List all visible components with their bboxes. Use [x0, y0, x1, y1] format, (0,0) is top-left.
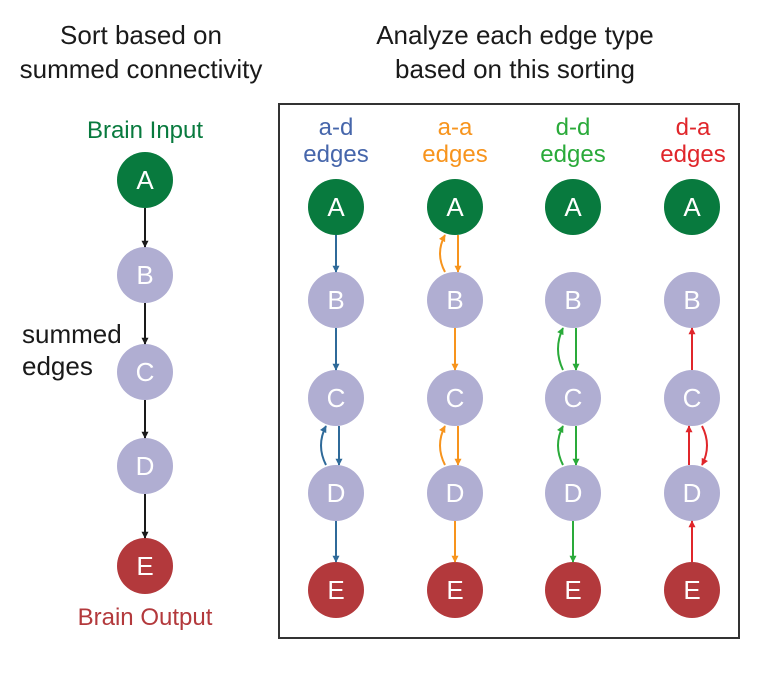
a-a-node-c-label: C — [446, 383, 465, 413]
d-d-node-e-label: E — [564, 575, 581, 605]
d-a-node-b — [664, 272, 720, 328]
a-d-node-a-label: A — [327, 192, 345, 222]
a-a-node-e-label: E — [446, 575, 463, 605]
column-header-a-a-line1: a-a — [437, 114, 473, 141]
column-header-d-a: d-a edges — [643, 114, 743, 168]
d-a-node-a — [664, 179, 720, 235]
summed-node-a — [117, 152, 173, 208]
d-d-edge-d-c — [557, 425, 564, 466]
a-a-node-a — [427, 179, 483, 235]
d-d-node-b-label: B — [564, 285, 581, 315]
d-a-node-d — [664, 465, 720, 521]
d-d-node-d-label: D — [564, 478, 583, 508]
a-d-edge-d-c — [320, 425, 327, 466]
edge-types-panel — [278, 103, 740, 639]
column-header-a-d-line1: a-d — [318, 114, 354, 141]
summed-node-c — [117, 344, 173, 400]
d-d-node-b — [545, 272, 601, 328]
d-d-node-d — [545, 465, 601, 521]
a-d-node-a — [308, 179, 364, 235]
summed-edges-label: summed edges — [22, 318, 122, 382]
a-d-node-b — [308, 272, 364, 328]
summed-node-d-label: D — [136, 451, 155, 481]
column-header-a-a: a-a edges — [405, 114, 505, 168]
d-d-node-c — [545, 370, 601, 426]
d-a-edge-c-d — [701, 425, 708, 466]
a-a-node-b-label: B — [446, 285, 463, 315]
column-header-a-d: a-d edges — [286, 114, 386, 168]
d-d-edge-c-b — [557, 327, 564, 371]
d-d-node-c-label: C — [564, 383, 583, 413]
summed-node-d — [117, 438, 173, 494]
d-a-node-e — [664, 562, 720, 618]
d-d-node-e — [545, 562, 601, 618]
a-a-node-b — [427, 272, 483, 328]
right-header-line2: based on this sorting — [395, 54, 635, 84]
d-a-node-d-label: D — [683, 478, 702, 508]
summed-node-b — [117, 247, 173, 303]
left-header-line1: Sort based on — [60, 20, 222, 50]
a-d-node-b-label: B — [327, 285, 344, 315]
right-header-line1: Analyze each edge type — [376, 20, 654, 50]
d-d-node-a — [545, 179, 601, 235]
summed-node-c-label: C — [136, 357, 155, 387]
a-a-node-e — [427, 562, 483, 618]
d-a-node-b-label: B — [683, 285, 700, 315]
brain-input-label: Brain Input — [86, 117, 204, 144]
summed-node-a-label: A — [136, 165, 154, 195]
column-header-d-a-line1: d-a — [675, 114, 711, 141]
column-header-d-d-line1: d-d — [555, 114, 591, 141]
d-a-node-c-label: C — [683, 383, 702, 413]
brain-output-label: Brain Output — [77, 604, 213, 631]
summed-node-b-label: B — [136, 260, 153, 290]
d-a-node-e-label: E — [683, 575, 700, 605]
a-d-node-e — [308, 562, 364, 618]
a-a-edge-d-c — [439, 425, 446, 466]
right-header: Analyze each edge type based on this sor… — [330, 18, 700, 86]
d-d-node-a-label: A — [564, 192, 582, 222]
a-a-node-d — [427, 465, 483, 521]
a-a-node-d-label: D — [446, 478, 465, 508]
a-a-node-c — [427, 370, 483, 426]
a-d-node-d-label: D — [327, 478, 346, 508]
left-header: Sort based on summed connectivity — [10, 18, 272, 86]
a-d-node-e-label: E — [327, 575, 344, 605]
column-header-d-d-line2: edges — [540, 141, 606, 168]
column-header-d-d: d-d edges — [523, 114, 623, 168]
left-header-line2: summed connectivity — [19, 54, 263, 84]
summed-edges-line1: summed — [22, 319, 122, 349]
summed-node-e — [117, 538, 173, 594]
a-d-node-d — [308, 465, 364, 521]
a-d-node-c-label: C — [327, 383, 346, 413]
d-a-node-a-label: A — [683, 192, 701, 222]
d-a-node-c — [664, 370, 720, 426]
column-header-a-d-line2: edges — [303, 141, 369, 168]
column-header-d-a-line2: edges — [660, 141, 726, 168]
a-d-node-c — [308, 370, 364, 426]
summed-edges-line2: edges — [22, 351, 93, 381]
a-a-edge-b-a — [438, 234, 446, 273]
a-a-node-a-label: A — [446, 192, 464, 222]
summed-node-e-label: E — [136, 551, 153, 581]
column-header-a-a-line2: edges — [422, 141, 488, 168]
